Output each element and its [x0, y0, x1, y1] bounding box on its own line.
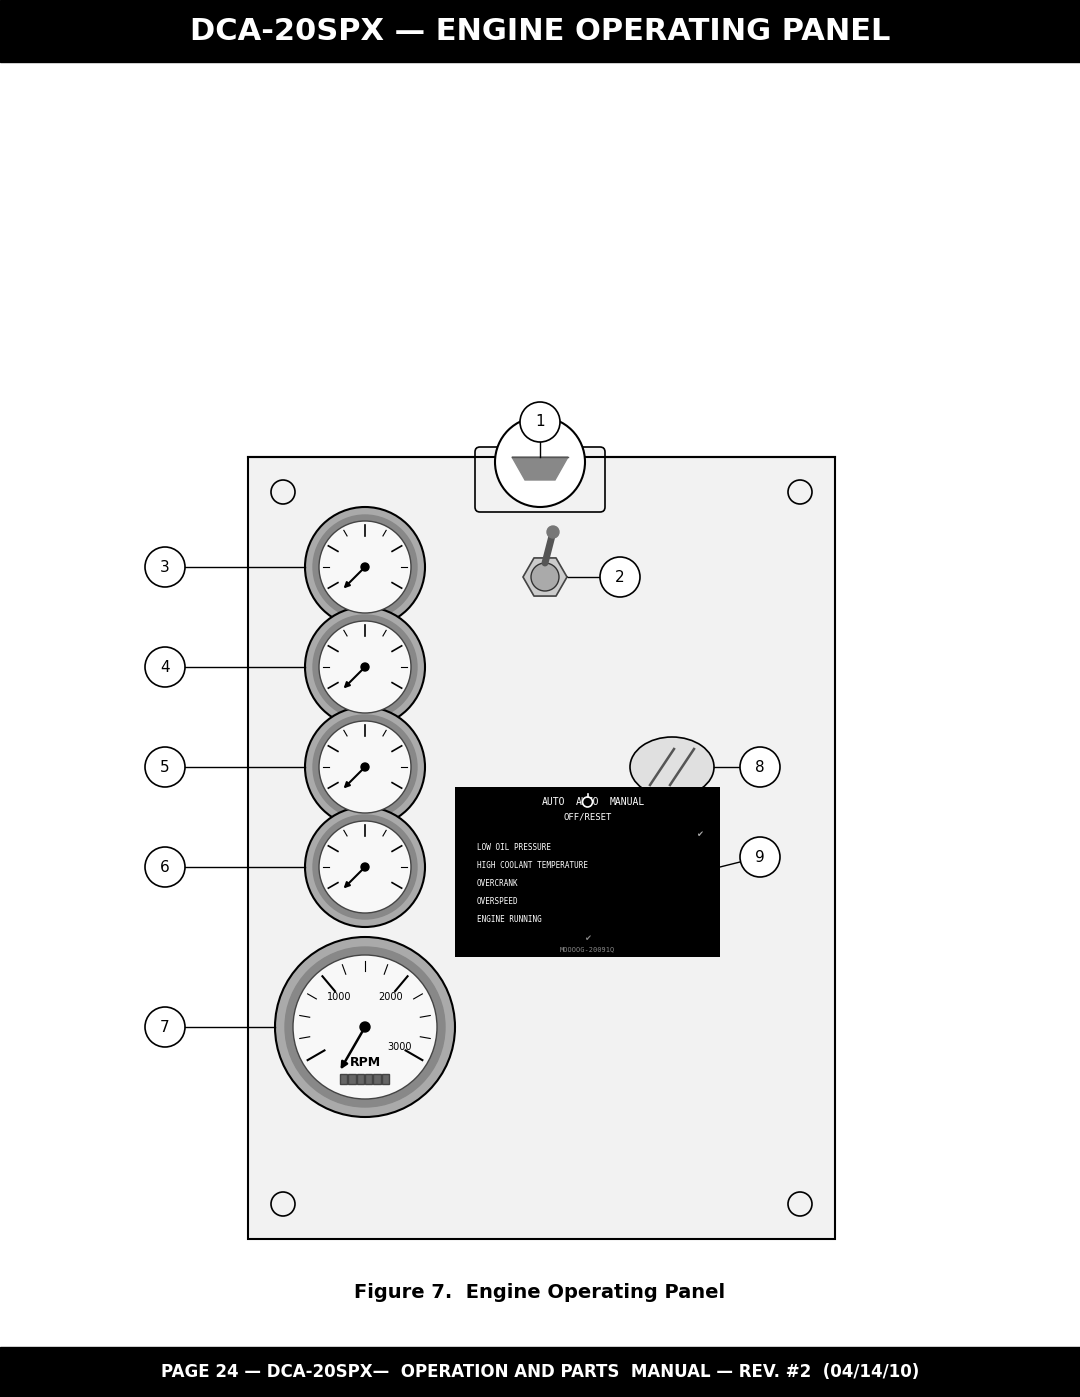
Circle shape	[361, 563, 369, 571]
Text: 3000: 3000	[387, 1042, 411, 1052]
Text: Figure 7.  Engine Operating Panel: Figure 7. Engine Operating Panel	[354, 1282, 726, 1302]
Circle shape	[145, 548, 185, 587]
Text: AUTO: AUTO	[542, 798, 566, 807]
Circle shape	[788, 481, 812, 504]
Text: MANUAL: MANUAL	[609, 798, 645, 807]
Polygon shape	[523, 557, 567, 597]
Circle shape	[313, 515, 417, 619]
Circle shape	[145, 1007, 185, 1046]
Text: PAGE 24 — DCA-20SPX—  OPERATION AND PARTS  MANUAL — REV. #2  (04/14/10): PAGE 24 — DCA-20SPX— OPERATION AND PARTS…	[161, 1363, 919, 1382]
Circle shape	[145, 747, 185, 787]
Circle shape	[463, 879, 471, 887]
Circle shape	[319, 622, 411, 712]
Bar	[0, 0, 1080, 61]
Circle shape	[271, 1192, 295, 1215]
Circle shape	[271, 481, 295, 504]
Text: HIGH COOLANT TEMPERATURE: HIGH COOLANT TEMPERATURE	[477, 861, 588, 869]
Bar	[348, 1074, 355, 1084]
Text: MOOOOG-20091Q: MOOOOG-20091Q	[559, 946, 616, 951]
Text: 1000: 1000	[327, 992, 352, 1002]
Circle shape	[582, 798, 593, 807]
Text: 1: 1	[536, 415, 544, 429]
Text: 7: 7	[160, 1020, 170, 1035]
Circle shape	[740, 837, 780, 877]
Circle shape	[285, 947, 445, 1106]
Text: OVERSPEED: OVERSPEED	[477, 897, 518, 905]
FancyBboxPatch shape	[475, 447, 605, 511]
Bar	[356, 1074, 364, 1084]
Text: 3: 3	[160, 560, 170, 574]
Circle shape	[319, 521, 411, 613]
Text: 4: 4	[160, 659, 170, 675]
Bar	[0, 1347, 1080, 1397]
Ellipse shape	[630, 738, 714, 798]
Bar	[374, 1074, 381, 1084]
Text: 5: 5	[160, 760, 170, 774]
Circle shape	[361, 664, 369, 671]
Text: LOW OIL PRESSURE: LOW OIL PRESSURE	[477, 842, 551, 852]
Text: OVERCRANK: OVERCRANK	[477, 879, 518, 887]
Circle shape	[463, 842, 471, 851]
Circle shape	[313, 814, 417, 919]
Circle shape	[463, 897, 471, 905]
Text: DCA-20SPX — ENGINE OPERATING PANEL: DCA-20SPX — ENGINE OPERATING PANEL	[190, 17, 890, 46]
Circle shape	[519, 402, 561, 441]
Circle shape	[531, 563, 559, 591]
Circle shape	[145, 647, 185, 687]
Circle shape	[305, 807, 426, 928]
Text: 2: 2	[616, 570, 625, 584]
Polygon shape	[512, 457, 568, 481]
Bar	[365, 1074, 373, 1084]
Text: ✔: ✔	[697, 830, 703, 840]
Circle shape	[293, 956, 437, 1099]
Bar	[382, 1074, 389, 1084]
Text: OFF/RESET: OFF/RESET	[564, 813, 611, 821]
Circle shape	[788, 1192, 812, 1215]
Circle shape	[361, 863, 369, 870]
Text: 6: 6	[160, 859, 170, 875]
Circle shape	[275, 937, 455, 1118]
Bar	[340, 1074, 347, 1084]
Text: AUTO: AUTO	[576, 798, 599, 807]
Circle shape	[313, 615, 417, 719]
Circle shape	[305, 707, 426, 827]
Circle shape	[740, 747, 780, 787]
Circle shape	[305, 608, 426, 726]
Circle shape	[360, 1023, 370, 1032]
Circle shape	[546, 527, 559, 538]
Text: ENGINE RUNNING: ENGINE RUNNING	[477, 915, 542, 923]
Text: RPM: RPM	[350, 1056, 380, 1070]
Text: ✔: ✔	[584, 935, 591, 943]
Circle shape	[361, 763, 369, 771]
Text: 9: 9	[755, 849, 765, 865]
Text: 8: 8	[755, 760, 765, 774]
Bar	[455, 787, 720, 957]
Circle shape	[463, 915, 471, 923]
Circle shape	[305, 507, 426, 627]
Text: 2000: 2000	[378, 992, 403, 1002]
Circle shape	[313, 715, 417, 819]
Circle shape	[463, 861, 471, 869]
Circle shape	[495, 416, 585, 507]
Circle shape	[319, 721, 411, 813]
Circle shape	[145, 847, 185, 887]
Bar	[248, 457, 835, 1239]
Circle shape	[600, 557, 640, 597]
Circle shape	[319, 821, 411, 914]
